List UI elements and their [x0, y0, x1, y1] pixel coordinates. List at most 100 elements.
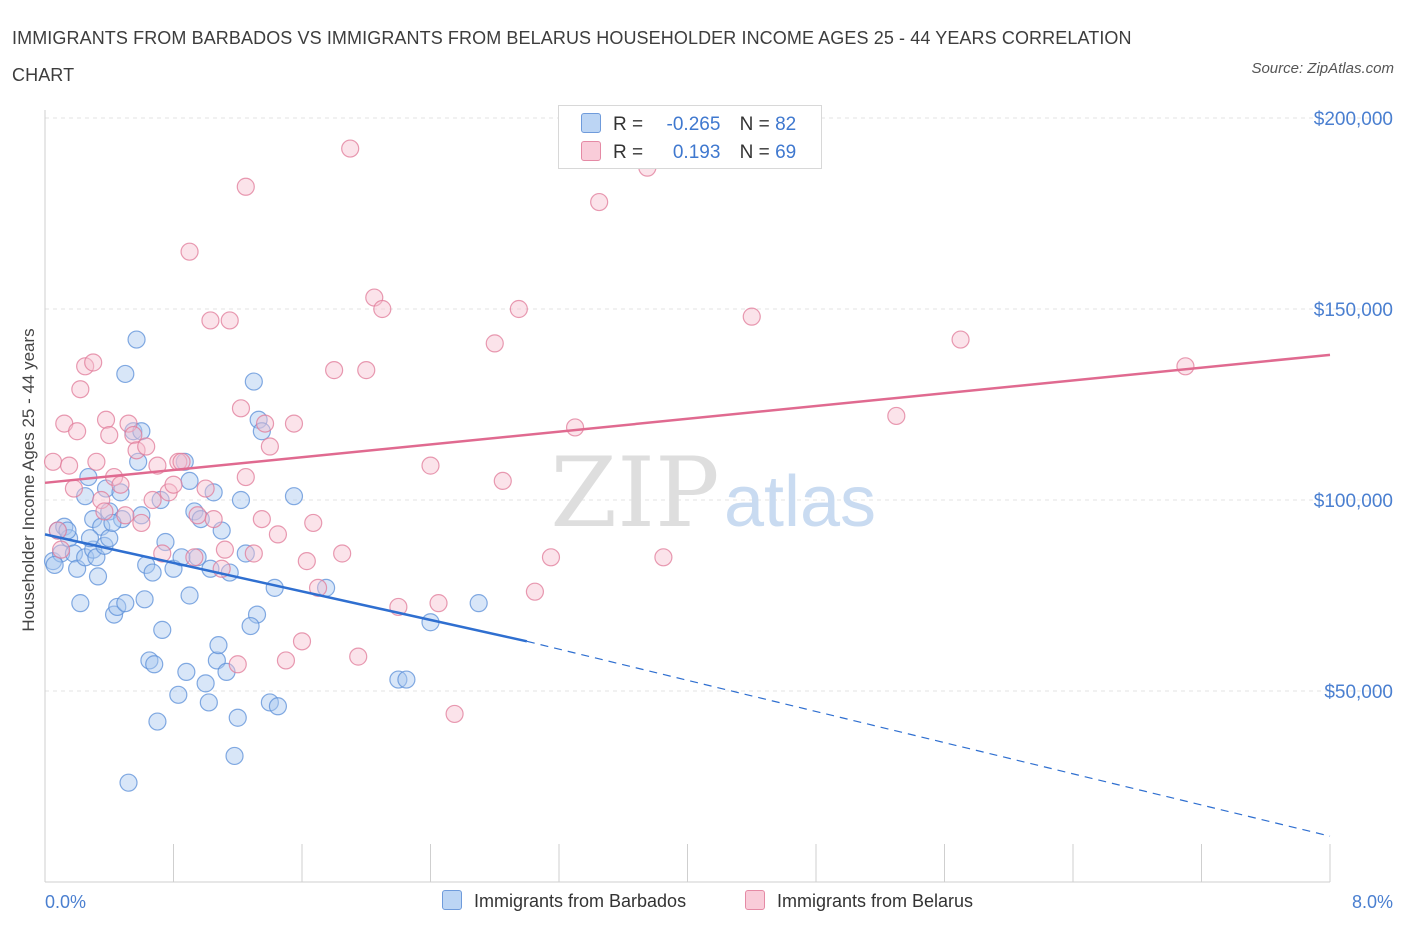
point-immigrants-from-belarus: [71, 380, 90, 399]
point-immigrants-from-barbados: [111, 483, 130, 502]
point-immigrants-from-belarus: [127, 441, 146, 460]
point-immigrants-from-belarus: [308, 578, 328, 597]
point-immigrants-from-belarus: [341, 139, 360, 158]
y-tick-label: $200,000: [1314, 109, 1393, 130]
data-points: [43, 139, 1195, 792]
point-immigrants-from-barbados: [284, 487, 304, 506]
point-immigrants-from-barbados: [209, 636, 228, 655]
point-immigrants-from-belarus: [268, 525, 288, 544]
series-swatch-barbados: [442, 890, 462, 910]
series-legend-barbados: Immigrants from Barbados: [442, 890, 686, 912]
point-immigrants-from-barbados: [469, 594, 488, 613]
y-tick-label: $150,000: [1314, 300, 1393, 321]
x-tick-labels: 0.0% 8.0%: [45, 892, 1393, 912]
point-immigrants-from-belarus: [95, 502, 114, 521]
watermark-zip: ZIP: [550, 437, 719, 549]
legend-swatch-belarus: [581, 141, 601, 161]
point-immigrants-from-belarus: [201, 311, 220, 330]
point-immigrants-from-belarus: [116, 506, 135, 525]
point-immigrants-from-belarus: [228, 655, 247, 674]
point-immigrants-from-barbados: [196, 674, 215, 693]
point-immigrants-from-barbados: [244, 372, 263, 391]
point-immigrants-from-belarus: [215, 540, 234, 559]
point-immigrants-from-belarus: [68, 422, 87, 441]
series-legend-belarus: Immigrants from Belarus: [745, 890, 973, 912]
point-immigrants-from-belarus: [185, 548, 204, 567]
point-immigrants-from-barbados: [135, 590, 154, 609]
point-immigrants-from-belarus: [887, 406, 906, 426]
source-credit: Source: ZipAtlas.com: [1251, 60, 1394, 77]
point-immigrants-from-belarus: [196, 479, 215, 498]
legend-row-belarus: R = 0.193 N = 69: [581, 141, 796, 165]
point-immigrants-from-barbados: [143, 563, 162, 582]
trend-extension-immigrants-from-barbados: [526, 640, 1331, 837]
legend-r-value-belarus: 0.193: [672, 142, 721, 163]
point-immigrants-from-barbados: [45, 555, 64, 575]
watermark-atlas: atlas: [724, 462, 876, 542]
axes: [44, 110, 1331, 883]
point-immigrants-from-barbados: [180, 586, 199, 605]
point-immigrants-from-belarus: [485, 334, 504, 353]
point-immigrants-from-belarus: [742, 307, 761, 326]
point-immigrants-from-belarus: [48, 521, 67, 540]
series-label-barbados: Immigrants from Barbados: [474, 891, 687, 911]
point-immigrants-from-belarus: [132, 513, 151, 533]
point-immigrants-from-barbados: [127, 330, 146, 349]
trend-lines: [44, 353, 1331, 837]
point-immigrants-from-belarus: [255, 414, 275, 433]
point-immigrants-from-barbados: [116, 364, 135, 384]
y-tick-label: $100,000: [1314, 491, 1393, 512]
point-immigrants-from-belarus: [100, 425, 119, 445]
point-immigrants-from-belarus: [51, 540, 71, 559]
legend-n-label: N =: [739, 114, 770, 135]
point-immigrants-from-belarus: [951, 330, 970, 349]
point-immigrants-from-barbados: [228, 708, 247, 727]
legend-n-value-belarus: 69: [775, 142, 797, 163]
point-immigrants-from-belarus: [84, 353, 103, 372]
point-immigrants-from-barbados: [199, 693, 218, 712]
point-immigrants-from-belarus: [236, 177, 255, 196]
point-immigrants-from-barbados: [169, 685, 188, 704]
point-immigrants-from-barbados: [132, 506, 151, 525]
point-immigrants-from-belarus: [231, 399, 251, 418]
point-immigrants-from-barbados: [225, 746, 244, 766]
legend-r-label: R =: [613, 142, 644, 163]
point-immigrants-from-barbados: [268, 697, 288, 716]
trend-line-immigrants-from-barbados: [44, 533, 528, 643]
watermark: ZIP atlas: [550, 437, 876, 549]
point-immigrants-from-barbados: [129, 452, 148, 471]
point-immigrants-from-belarus: [92, 490, 111, 510]
point-immigrants-from-belarus: [333, 544, 352, 563]
legend-swatch-barbados: [581, 113, 601, 133]
chart-title: IMMIGRANTS FROM BARBADOS VS IMMIGRANTS F…: [12, 28, 1132, 85]
point-immigrants-from-belarus: [421, 456, 440, 475]
point-immigrants-from-belarus: [153, 544, 172, 563]
point-immigrants-from-belarus: [96, 410, 116, 429]
point-immigrants-from-belarus: [59, 456, 79, 475]
x-tick-label-min: 0.0%: [45, 892, 86, 912]
point-immigrants-from-belarus: [244, 544, 263, 563]
series-swatch-belarus: [745, 890, 765, 910]
point-immigrants-from-belarus: [525, 582, 545, 601]
point-immigrants-from-belarus: [180, 242, 199, 261]
point-immigrants-from-barbados: [71, 594, 90, 613]
legend-r-label: R =: [613, 114, 644, 135]
point-immigrants-from-belarus: [204, 509, 223, 529]
y-tick-labels: $50,000 $100,000 $150,000 $200,000: [1314, 109, 1393, 703]
point-immigrants-from-barbados: [156, 532, 175, 552]
point-immigrants-from-belarus: [260, 437, 279, 456]
point-immigrants-from-belarus: [297, 552, 316, 571]
point-immigrants-from-belarus: [590, 192, 609, 212]
point-immigrants-from-belarus: [276, 651, 296, 670]
point-immigrants-from-belarus: [164, 475, 183, 494]
point-immigrants-from-barbados: [148, 712, 167, 731]
point-immigrants-from-barbados: [231, 490, 251, 510]
point-immigrants-from-barbados: [145, 655, 164, 674]
legend-n-label: N =: [739, 142, 770, 163]
x-tick-label-max: 8.0%: [1352, 892, 1393, 912]
point-immigrants-from-barbados: [397, 670, 416, 689]
point-immigrants-from-belarus: [654, 548, 673, 567]
point-immigrants-from-belarus: [137, 437, 156, 456]
y-tick-label: $50,000: [1324, 682, 1393, 703]
